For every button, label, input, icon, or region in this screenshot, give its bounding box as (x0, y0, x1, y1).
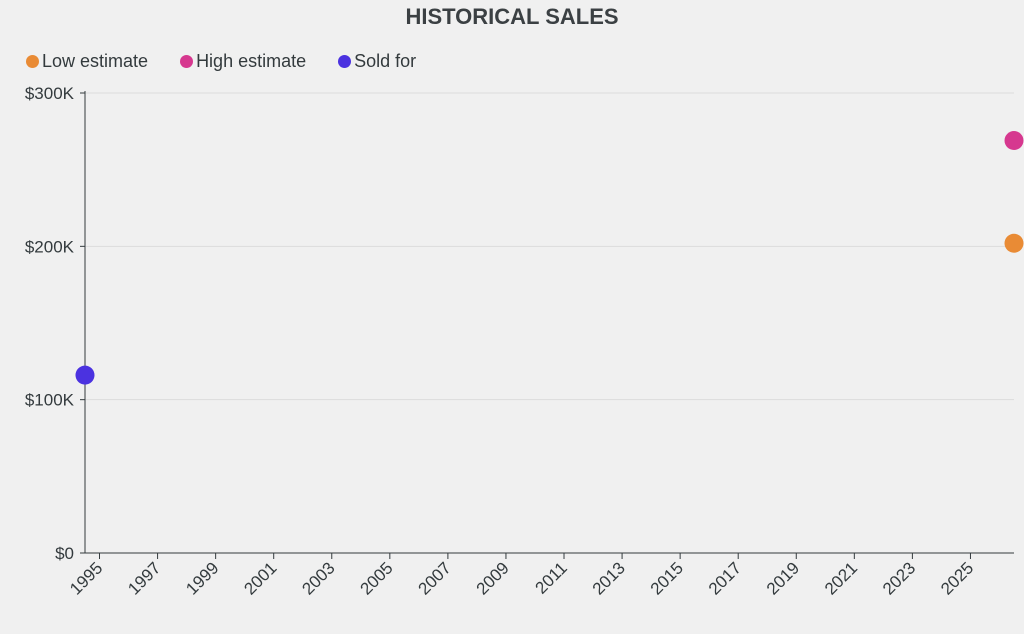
legend-label-low-estimate: Low estimate (42, 51, 149, 71)
legend-swatch-sold-for (338, 55, 352, 68)
y-tick-label: $0 (55, 544, 74, 563)
x-tick-label: 2021 (821, 558, 861, 598)
x-tick-label: 2017 (705, 558, 745, 598)
legend: Low estimate High estimate Sold for (26, 51, 448, 72)
data-point-high-estimate (1004, 131, 1024, 151)
data-point-sold-for (75, 365, 95, 385)
x-tick-label: 2025 (937, 558, 977, 598)
x-tick-label: 2003 (298, 558, 338, 598)
x-tick-label: 2015 (647, 558, 687, 598)
chart-title: HISTORICAL SALES (405, 4, 619, 29)
y-tick-label: $100K (25, 391, 75, 410)
legend-label-sold-for: Sold for (354, 51, 417, 71)
legend-swatch-high-estimate (180, 55, 194, 68)
legend-swatch-low-estimate (26, 55, 39, 68)
legend-item-high-estimate[interactable]: High estimate (180, 51, 306, 72)
legend-label-high-estimate: High estimate (196, 51, 307, 71)
x-tick-label: 2009 (473, 558, 513, 598)
x-tick-label: 2001 (240, 558, 280, 598)
y-tick-label: $200K (25, 237, 75, 256)
x-tick-label: 1995 (66, 558, 106, 598)
x-tick-label: 2013 (589, 558, 629, 598)
x-tick-label: 1997 (124, 558, 164, 598)
x-tick-label: 2007 (415, 558, 455, 598)
x-tick-label: 2011 (532, 558, 571, 597)
x-tick-label: 2019 (763, 558, 803, 598)
x-tick-label: 1999 (182, 558, 222, 598)
legend-item-low-estimate[interactable]: Low estimate (26, 51, 148, 72)
x-tick-label: 2023 (879, 558, 919, 598)
x-tick-label: 2005 (356, 558, 396, 598)
data-point-low-estimate (1004, 233, 1024, 253)
y-tick-label: $300K (25, 84, 75, 103)
legend-item-sold-for[interactable]: Sold for (338, 51, 416, 72)
